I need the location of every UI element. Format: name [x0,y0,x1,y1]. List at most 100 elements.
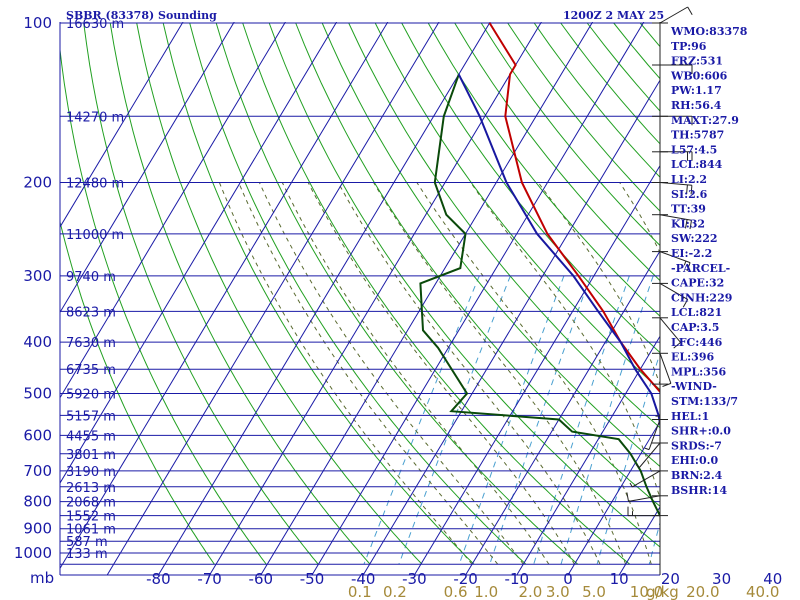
wind-barb [652,317,681,349]
chart-title: SBBR (83378) Sounding [66,9,217,22]
index-item: LFC:446 [671,336,723,349]
isotherm-line [362,79,660,575]
height-label: 2613 m [66,481,116,496]
mixing-ratio-tick-label: 3.0 [546,583,570,600]
dry-adiabat-line [109,22,371,565]
index-item: EI:-2.2 [671,247,712,260]
mixing-ratio-tick-label: 1.0 [474,583,498,600]
isotherm-line [60,22,286,399]
wind-barb [652,352,672,387]
mixing-ratio-lines [363,275,660,565]
pressure-tick-label: 900 [23,520,52,538]
mixing-ratio-line [363,275,480,565]
temperature-tick-label: -60 [249,570,274,588]
height-label: 7630 m [66,336,116,351]
grid [59,22,661,576]
wind-barb [652,64,693,74]
index-item: SW:222 [671,232,718,245]
mixing-ratio-tick-label: 0.6 [444,583,468,600]
index-item: HEL:1 [671,410,709,423]
height-label: 1061 m [66,523,116,538]
height-label: 8623 m [66,305,116,320]
pressure-tick-label: 800 [23,493,52,511]
wind-barb [627,506,668,517]
parcel-profile-line [457,73,660,430]
height-label: 5920 m [66,388,116,403]
sounding-profiles [419,22,660,517]
index-item: L57:4.5 [671,143,717,156]
index-item: -WIND- [671,380,717,393]
moist-adiabat-line [307,182,575,565]
index-item: KI:32 [671,217,705,230]
height-label: 2068 m [66,496,116,511]
dry-adiabat-line [268,22,660,548]
index-item: MAXT:27.9 [671,114,739,127]
dry-adiabat-line [136,22,423,565]
pressure-tick-label: 300 [23,267,52,285]
temperature-tick-label: 10 [610,570,629,588]
height-label: 12480 m [66,177,124,192]
isotherm-line [311,22,645,575]
index-item: EHI:0.0 [671,454,718,467]
index-item: BRN:2.4 [671,469,723,482]
isotherm-line [260,22,594,575]
pressure-tick-label: 200 [23,174,52,192]
isotherm-line [60,22,184,228]
wind-barb [635,442,668,468]
temperature-tick-label: -20 [453,570,478,588]
isotherm-line [106,22,440,575]
mixing-ratio-tick-label: 0.2 [383,583,407,600]
temperature-tick-label: -80 [146,570,171,588]
pressure-tick-label: 500 [23,385,52,403]
pressure-tick-label: 600 [23,426,52,444]
pressure-tick-label: 100 [23,14,52,32]
index-item: RH:56.4 [671,99,722,112]
dry-adiabat-line [189,22,527,565]
moist-adiabat-line [281,182,550,565]
height-label: 16630 m [66,17,124,32]
index-item: LCL:821 [671,306,722,319]
height-label: 9740 m [66,270,116,285]
wind-barb [644,419,668,451]
wind-barb [652,383,668,417]
index-item: TH:5787 [671,129,724,142]
height-label: 4455 m [66,429,116,444]
index-item: SI:2.6 [671,188,708,201]
pressure-tick-label: 1000 [14,544,52,562]
mixing-ratio-line [398,275,511,565]
dry-adiabat-line [321,22,660,468]
temperature-tick-label: 40 [763,570,782,588]
wind-barb [652,182,693,195]
index-item: LCL:844 [671,158,723,171]
index-item: LI:2.2 [671,173,707,186]
index-item: TP:96 [671,40,707,53]
index-item: EL:396 [671,351,714,364]
temperature-tick-label: -50 [300,570,325,588]
isotherm-line [516,335,660,575]
dry-adiabat-line [83,22,319,565]
temperature-tick-label: -30 [402,570,427,588]
mixing-ratio-line [648,520,660,565]
isotherm-line [157,22,491,575]
dry-adiabat-line [454,22,660,282]
isotherm-line [567,420,660,575]
index-item: TT:39 [671,203,706,216]
wind-barb [629,470,668,488]
wind-barb [652,115,693,126]
pressure-unit-label: mb [30,569,54,587]
dry-adiabat-line [480,22,660,247]
wind-barbs [626,6,693,575]
isotherm-line [60,22,235,314]
wind-barb [626,492,668,502]
temperature-profile-line [488,22,660,394]
mixing-ratio-tick-label: 10.0 [630,583,663,600]
mixing-ratio-tick-label: 2.0 [518,583,542,600]
height-label: 5157 m [66,409,116,424]
wind-barb [652,282,689,308]
index-item: CAPE:32 [671,277,724,290]
mixing-ratio-tick-label: 40.0 [746,583,779,600]
index-item: -PARCEL- [671,262,730,275]
dry-adiabat-line [401,22,660,354]
